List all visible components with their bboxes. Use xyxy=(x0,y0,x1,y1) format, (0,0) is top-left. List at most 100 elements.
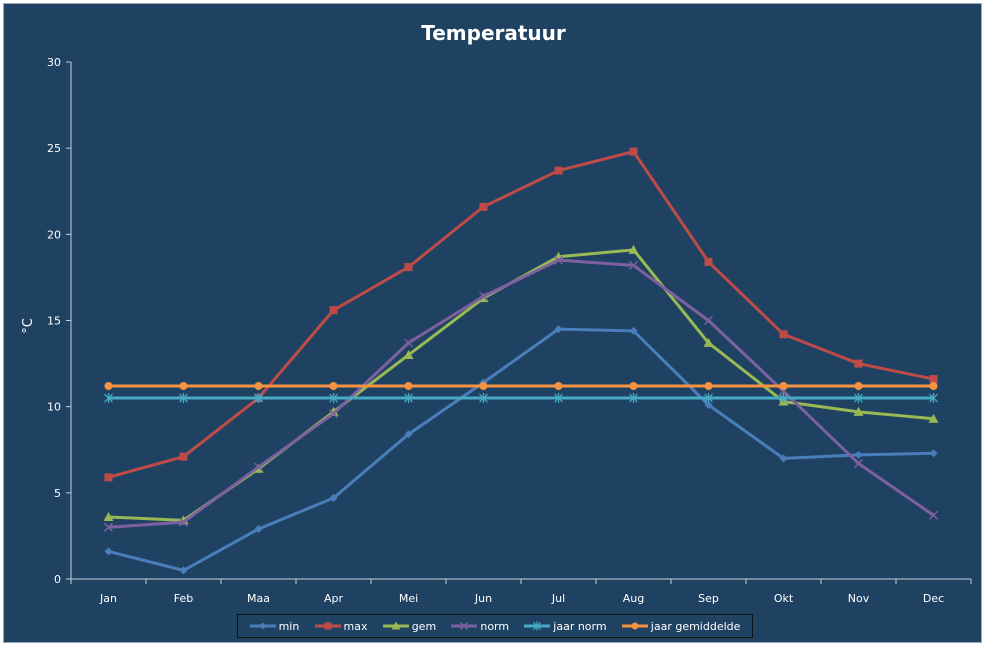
data-point xyxy=(779,381,788,390)
legend-swatch-marker xyxy=(391,621,401,630)
x-tick-label: Jun xyxy=(474,592,492,605)
chart-area: Temperatuur 0 5 10 15 20 25 30 Jan Feb Maa Apr Mei J… xyxy=(3,3,982,643)
data-point xyxy=(629,326,638,335)
y-tick-label: 10 xyxy=(47,401,61,414)
data-point xyxy=(104,393,113,404)
legend-label: min xyxy=(278,619,300,633)
data-point xyxy=(403,349,414,359)
data-point xyxy=(854,381,863,390)
data-point xyxy=(854,359,863,368)
data-point xyxy=(629,147,638,156)
data-point xyxy=(704,381,713,390)
legend-swatch-marker xyxy=(631,622,639,630)
legend-item: norm xyxy=(451,620,509,633)
y-tick-label: 20 xyxy=(47,228,61,241)
data-point xyxy=(628,244,639,254)
legend-swatch xyxy=(314,622,341,630)
data-point xyxy=(329,306,338,315)
data-point xyxy=(404,393,413,404)
legend-label: max xyxy=(343,619,368,633)
data-point xyxy=(554,393,563,404)
data-point xyxy=(178,517,189,527)
data-point xyxy=(854,450,863,459)
data-point xyxy=(404,430,413,439)
data-point xyxy=(254,525,263,534)
data-point xyxy=(479,393,488,404)
chart-legend: min max gem norm jaar norm jaar gemiddelde xyxy=(237,614,753,638)
data-point xyxy=(854,393,863,404)
data-point xyxy=(628,260,639,270)
series-line xyxy=(108,150,934,479)
data-point xyxy=(103,522,114,532)
data-point xyxy=(703,315,714,326)
data-point xyxy=(554,325,563,334)
legend-swatch-marker xyxy=(460,621,469,631)
series-max xyxy=(104,147,938,482)
x-tick-label: Sep xyxy=(698,592,719,605)
legend-label: gem xyxy=(411,619,437,633)
data-point xyxy=(328,409,339,419)
legend-item: gem xyxy=(382,619,437,633)
data-point xyxy=(329,494,338,503)
x-tick-label: Dec xyxy=(923,592,944,605)
y-tick-label: 0 xyxy=(54,573,61,586)
data-point xyxy=(179,452,188,461)
data-point xyxy=(179,566,188,575)
data-point xyxy=(404,381,413,390)
data-point xyxy=(479,381,488,390)
data-point xyxy=(254,393,263,404)
series-jaar-gemiddelde xyxy=(104,381,938,390)
legend-swatch-marker xyxy=(533,621,542,631)
y-tick-label: 5 xyxy=(54,487,61,500)
legend-swatch xyxy=(382,621,409,630)
legend-label: jaar norm xyxy=(553,619,607,633)
series-jaar-norm xyxy=(104,393,938,404)
data-point xyxy=(629,381,638,390)
data-point xyxy=(779,393,788,404)
data-point xyxy=(704,393,713,404)
data-point xyxy=(104,473,113,482)
chart-title: Temperatuur xyxy=(421,21,566,45)
x-tick-label: Okt xyxy=(774,592,794,605)
data-point xyxy=(253,462,264,472)
y-tick-label: 15 xyxy=(47,315,61,328)
data-point xyxy=(103,511,114,521)
y-axis-title: °C xyxy=(21,318,36,334)
data-point xyxy=(478,291,489,301)
data-point xyxy=(929,449,938,458)
data-point xyxy=(853,459,864,469)
y-tick-label: 30 xyxy=(47,56,61,69)
legend-label: norm xyxy=(480,619,510,633)
legend-swatch xyxy=(621,622,648,630)
x-tick-label: Jan xyxy=(99,592,117,605)
x-tick-label: Aug xyxy=(623,592,644,605)
x-tick-label: Feb xyxy=(174,592,193,605)
data-point xyxy=(403,338,414,348)
data-point xyxy=(853,406,864,416)
series-line xyxy=(108,258,935,529)
legend-swatch xyxy=(451,621,478,631)
data-point xyxy=(179,381,188,390)
legend-swatch xyxy=(249,622,276,630)
series-norm xyxy=(103,255,939,532)
data-point xyxy=(553,255,564,265)
data-point xyxy=(104,547,113,556)
x-tick-label: Maa xyxy=(247,592,270,605)
legend-swatch-marker xyxy=(259,622,267,630)
data-point xyxy=(929,375,938,384)
data-point xyxy=(929,381,938,390)
legend-item: jaar norm xyxy=(524,619,607,633)
chart-plot: 0 5 10 15 20 25 30 Jan Feb Maa Apr Mei Jun Jul Aug Sep O… xyxy=(21,56,972,605)
legend-item: min xyxy=(249,619,300,633)
data-point xyxy=(928,413,939,423)
data-point xyxy=(329,381,338,390)
data-point xyxy=(179,393,188,404)
data-point xyxy=(779,330,788,339)
legend-item: max xyxy=(314,619,368,633)
data-point xyxy=(704,400,713,409)
legend-label: jaar gemiddelde xyxy=(650,619,741,633)
x-tick-label: Apr xyxy=(324,592,344,605)
data-point xyxy=(329,393,338,404)
y-tick-label: 25 xyxy=(47,142,61,155)
series-min xyxy=(104,325,938,575)
